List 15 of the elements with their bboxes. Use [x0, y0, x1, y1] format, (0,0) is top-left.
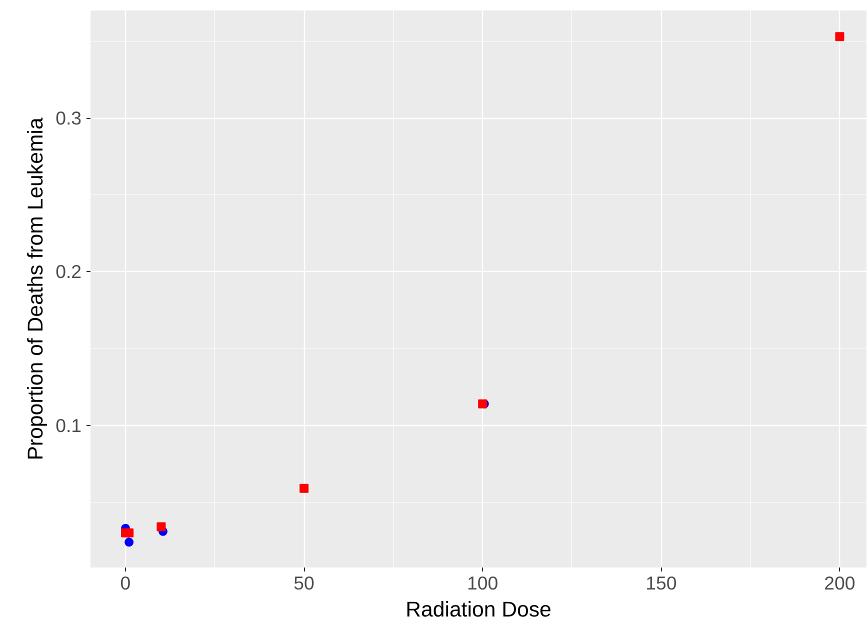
x-axis-title: Radiation Dose — [406, 598, 552, 622]
point — [300, 484, 309, 493]
x-tick-label: 50 — [294, 572, 314, 594]
point — [124, 528, 134, 538]
x-tick-label: 200 — [824, 572, 856, 594]
y-tick-label: 0.2 — [56, 261, 82, 282]
point — [835, 32, 844, 42]
y-tick-label: 0.3 — [56, 108, 82, 129]
point — [124, 538, 134, 547]
x-tick-label: 150 — [646, 572, 677, 594]
x-tick-label: 100 — [467, 572, 498, 594]
point — [156, 522, 166, 532]
y-axis-title: Proportion of Deaths from Leukemia — [24, 118, 48, 460]
y-tick-label: 0.1 — [56, 414, 82, 436]
x-tick-label: 0 — [120, 572, 131, 594]
